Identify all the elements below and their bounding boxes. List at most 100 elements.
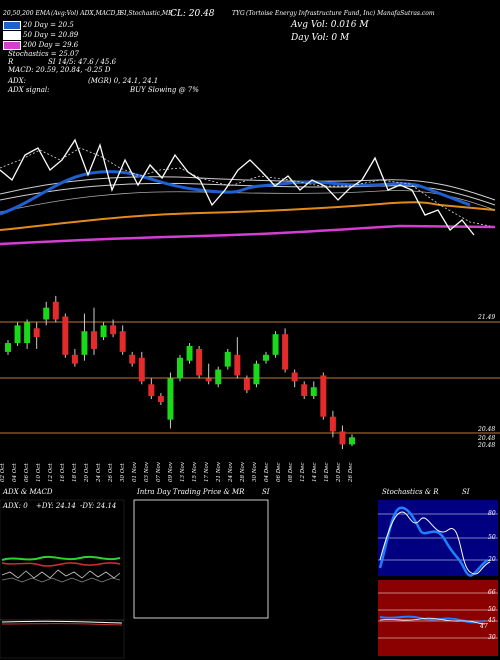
intraday-frame bbox=[133, 499, 269, 619]
candle-body bbox=[234, 354, 241, 376]
stochastic-si-label: SI bbox=[462, 488, 470, 496]
date-tick-label: 08 Dec bbox=[288, 463, 294, 483]
header-indicators-3: SI,Stochastic,MR bbox=[120, 10, 173, 17]
stochastic-panel-title: Stochastics & R bbox=[382, 488, 439, 496]
candle-body bbox=[148, 384, 155, 397]
date-tick-label: 30 Oct bbox=[120, 463, 126, 482]
stoch-tick-20: 20 bbox=[488, 556, 496, 563]
date-tick-label: 06 Dec bbox=[276, 463, 282, 483]
candle-body bbox=[263, 354, 269, 361]
candle-body bbox=[339, 431, 346, 445]
date-tick-label: 28 Nov bbox=[240, 461, 246, 483]
candle-body bbox=[310, 387, 317, 397]
candle-body bbox=[349, 437, 355, 445]
buy-signal: BUY Slowing @ 7% bbox=[130, 86, 199, 94]
stoch-tick-50: 50 bbox=[488, 534, 496, 541]
candle-body bbox=[119, 331, 126, 352]
ema50-swatch bbox=[3, 31, 21, 40]
date-tick-label: 26 Oct bbox=[108, 463, 114, 483]
candle-body bbox=[253, 363, 260, 385]
candle-body bbox=[157, 396, 164, 402]
ema50-label: 50 Day = 20.89 bbox=[23, 31, 79, 39]
date-tick-label: 13 Nov bbox=[180, 461, 186, 482]
date-tick-label: 15 Nov bbox=[192, 461, 198, 482]
candle-body bbox=[110, 325, 117, 335]
candlesticks bbox=[5, 295, 355, 450]
si-tick-50: 50 bbox=[488, 606, 496, 613]
stoch-d-line bbox=[379, 511, 491, 575]
candle-body bbox=[320, 375, 327, 417]
date-tick-label: 04 Oct bbox=[12, 463, 18, 482]
adx-panel bbox=[0, 499, 125, 659]
candle-body bbox=[177, 357, 183, 379]
date-tick-label: 17 Nov bbox=[204, 461, 210, 482]
date-tick-label: 06 Oct bbox=[24, 463, 30, 482]
stochastics-value: Stochastics = 25.07 bbox=[8, 50, 79, 58]
stoch-k-line bbox=[378, 506, 489, 577]
price-line-white bbox=[0, 138, 475, 236]
price-label-close: 20.48 bbox=[478, 426, 496, 433]
intraday-si-label: SI bbox=[262, 488, 270, 496]
date-tick-label: 30 Nov bbox=[252, 461, 258, 482]
candle-body bbox=[91, 331, 97, 349]
stochastic-panel bbox=[378, 500, 498, 656]
day-volume: Day Vol: 0 M bbox=[291, 33, 350, 43]
candle-body bbox=[71, 354, 78, 364]
company-name: (Tortoise Energy Infrastructure Fund, In… bbox=[246, 10, 435, 17]
ema-white-upper bbox=[0, 176, 496, 201]
ema200-swatch bbox=[3, 41, 21, 50]
date-tick-label: 12 Oct bbox=[48, 463, 54, 482]
adx-readout: ADX: 0 bbox=[3, 502, 28, 510]
price-label-close-2: 20.48 bbox=[478, 435, 496, 442]
date-tick-label: 16 Oct bbox=[60, 463, 66, 482]
ema-blue bbox=[0, 170, 471, 216]
candle-body bbox=[100, 325, 107, 338]
adx-panel-frame bbox=[0, 499, 125, 659]
candle-body bbox=[282, 334, 289, 370]
date-tick-label: 24 Oct bbox=[96, 463, 102, 483]
date-tick-label: 20 Dec bbox=[336, 463, 342, 484]
candle-body bbox=[33, 328, 40, 338]
adx-line-white-2 bbox=[1, 577, 121, 583]
date-axis: 02 Oct 04 Oct 06 Oct 10 Oct 12 Oct 16 Oct 18 O… bbox=[0, 461, 354, 483]
date-tick-label: 03 Nov bbox=[144, 461, 150, 482]
ema20-swatch bbox=[3, 21, 21, 30]
date-tick-label: 04 Dec bbox=[264, 463, 270, 483]
stoch-tick-80: 80 bbox=[488, 510, 496, 517]
adx-line-red bbox=[1, 562, 121, 567]
candle-body bbox=[24, 322, 31, 344]
minus-dy-readout: -DY: 24.14 bbox=[80, 502, 117, 510]
adx-signal-label: ADX signal: bbox=[8, 86, 50, 94]
adx-label: ADX: bbox=[8, 77, 27, 85]
adx-line-white bbox=[1, 569, 121, 579]
candle-body bbox=[129, 354, 136, 364]
ema200-label: 200 Day = 29.6 bbox=[23, 41, 79, 49]
adx-panel-title: ADX & MACD bbox=[3, 488, 53, 496]
header-indicators-2: (Avg:Vol) ADX,MACD,B bbox=[51, 10, 122, 17]
date-tick-label: 18 Dec bbox=[324, 463, 330, 483]
close-price: CL: 20.48 bbox=[170, 9, 215, 19]
date-tick-label: 12 Dec bbox=[300, 463, 306, 483]
header-indicators-1: 20,50,200 EMA bbox=[3, 10, 51, 17]
candle-body bbox=[224, 351, 231, 367]
candle-body bbox=[272, 334, 279, 355]
date-tick-label: 21 Nov bbox=[216, 461, 222, 483]
candle-body bbox=[329, 416, 336, 432]
price-label-high: 21.49 bbox=[478, 314, 496, 321]
si-tick-66: 66 bbox=[488, 589, 496, 596]
candle-body bbox=[62, 316, 69, 355]
ticker: TYG bbox=[232, 10, 245, 17]
macd-value: MACD: 20.59, 20.84, -0.25 D bbox=[8, 66, 111, 74]
si-line-white bbox=[379, 617, 486, 625]
ema-white-lower bbox=[0, 182, 496, 206]
candle-body bbox=[138, 357, 145, 382]
intraday-panel bbox=[133, 499, 269, 619]
date-tick-label: 20 Oct bbox=[84, 463, 90, 483]
date-tick-label: 24 Nov bbox=[228, 461, 234, 483]
plus-dy-readout: +DY: 24.14 bbox=[36, 502, 76, 510]
si-tick-30: 30 bbox=[488, 634, 496, 641]
candle-body bbox=[14, 325, 21, 344]
candle-body bbox=[291, 372, 298, 382]
date-tick-label: 14 Dec bbox=[312, 463, 318, 483]
